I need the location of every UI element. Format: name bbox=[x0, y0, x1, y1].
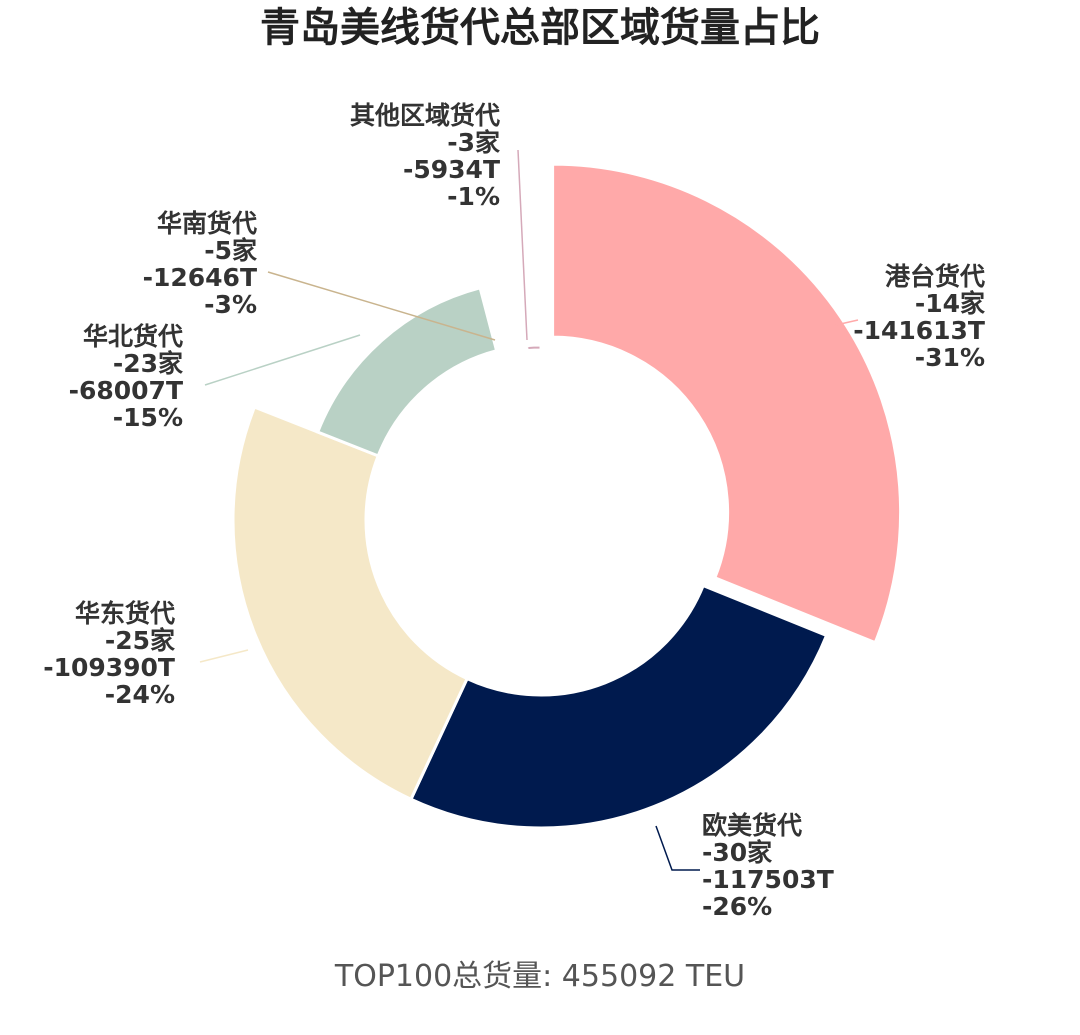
slice-1[interactable] bbox=[408, 583, 829, 830]
leader-line-3 bbox=[204, 334, 361, 386]
label-count: -23家 bbox=[113, 349, 183, 378]
label-percent: -26% bbox=[702, 892, 772, 921]
label-count: -3家 bbox=[447, 128, 500, 157]
label-percent: -24% bbox=[105, 680, 175, 709]
slice-5[interactable] bbox=[525, 343, 543, 353]
label-count: -14家 bbox=[915, 289, 985, 318]
slice-4[interactable] bbox=[494, 343, 529, 356]
leader-line-1 bbox=[655, 825, 700, 871]
label-count: -25家 bbox=[105, 626, 175, 655]
label-name: 欧美货代 bbox=[702, 811, 802, 840]
label-percent: -1% bbox=[447, 182, 500, 211]
label-count: -5家 bbox=[204, 236, 257, 265]
label-name: 华东货代 bbox=[75, 599, 175, 628]
leader-line-0 bbox=[835, 319, 859, 326]
label-name: 港台货代 bbox=[885, 262, 985, 291]
slice-2[interactable] bbox=[231, 405, 470, 802]
label-volume: -5934T bbox=[403, 155, 500, 184]
label-percent: -3% bbox=[204, 290, 257, 319]
slice-label-0: 港台货代-14家-141613T -31% bbox=[853, 262, 985, 372]
label-volume: -117503T bbox=[702, 865, 834, 894]
leader-line-5 bbox=[517, 149, 528, 341]
slice-label-1: 欧美货代-30家-117503T -26% bbox=[702, 811, 834, 921]
chart-title: 青岛美线货代总部区域货量占比 bbox=[260, 5, 820, 51]
slice-0[interactable] bbox=[551, 162, 903, 645]
label-name: 其他区域货代 bbox=[350, 101, 500, 130]
label-volume: -109390T bbox=[43, 653, 175, 682]
label-name: 华北货代 bbox=[83, 322, 183, 351]
label-volume: -12646T bbox=[143, 263, 257, 292]
slice-3[interactable] bbox=[315, 286, 499, 458]
leader-line-4 bbox=[267, 271, 496, 341]
label-percent: -15% bbox=[113, 403, 183, 432]
slice-labels: 港台货代-14家-141613T -31% 欧美货代-30家-117503T -26%… bbox=[43, 101, 985, 921]
total-volume-footer: TOP100总货量: 455092 TEU bbox=[334, 959, 746, 994]
leader-lines bbox=[199, 149, 859, 871]
label-volume: -141613T bbox=[853, 316, 985, 345]
label-name: 华南货代 bbox=[157, 209, 257, 238]
label-percent: -31% bbox=[915, 343, 985, 372]
slice-label-2: 华东货代-25家-109390T -24% bbox=[43, 599, 175, 709]
slice-label-5: 其他区域货代-3家-5934T -1% bbox=[350, 101, 500, 211]
label-volume: -68007T bbox=[69, 376, 183, 405]
slice-label-3: 华北货代-23家-68007T -15% bbox=[69, 322, 183, 432]
slice-label-4: 华南货代-5家-12646T -3% bbox=[143, 209, 257, 319]
label-count: -30家 bbox=[702, 838, 772, 867]
slices bbox=[231, 162, 903, 830]
leader-line-2 bbox=[199, 649, 249, 663]
